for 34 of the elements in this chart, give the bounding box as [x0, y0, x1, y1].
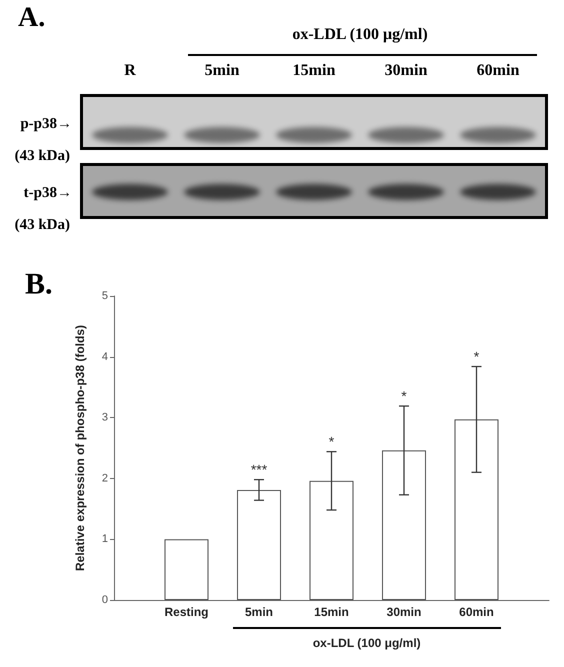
chart-title: B.	[25, 268, 53, 300]
bar	[310, 480, 354, 600]
bar	[164, 539, 208, 600]
category-label: 15min	[292, 62, 336, 80]
category-label: 30min	[384, 62, 428, 80]
text: A.	[18, 2, 46, 34]
x-tick-label: 15min	[314, 605, 349, 619]
text: t-p38→	[24, 185, 72, 202]
text: p-p38→	[20, 116, 72, 133]
y-tick-label: 2	[102, 472, 108, 484]
text: ox-LDL (100 μg/ml)	[292, 26, 428, 44]
x-tick-label: 5min	[244, 605, 274, 619]
category-label: R	[124, 62, 136, 80]
category-label: 60min	[476, 62, 520, 80]
y-axis-title: Relative expression of phospho-p38 (folds)	[73, 324, 87, 572]
bar	[237, 490, 281, 600]
y-tick-label: 5	[102, 290, 108, 302]
x-tick-label: 30min	[386, 605, 422, 619]
x-axis-title: ox-LDL (100 μg/ml)	[312, 636, 421, 650]
annotation: ***	[250, 462, 268, 478]
annotation: *	[328, 434, 335, 450]
category-label: 5min	[204, 62, 240, 80]
y-tick-label: 1	[102, 533, 108, 546]
y-tick-label: 4	[102, 350, 108, 363]
text: (43 kDa)	[14, 217, 70, 234]
x-tick-label: Resting	[164, 605, 209, 619]
bar	[382, 450, 426, 600]
y-tick-label: 3	[102, 412, 108, 424]
y-tick-label: 0	[102, 594, 108, 606]
bar	[454, 419, 498, 600]
text: (43 kDa)	[14, 148, 70, 165]
annotation: *	[401, 388, 408, 404]
annotation: *	[474, 348, 480, 365]
x-tick-label: 60min	[459, 605, 494, 619]
